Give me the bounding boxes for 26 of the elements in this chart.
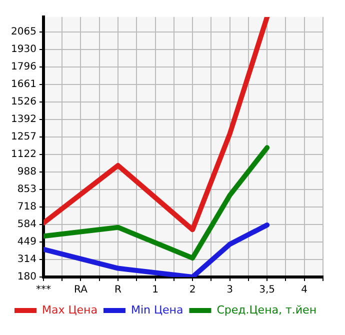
x-tick-label: RA — [74, 284, 88, 296]
y-tick-label: 1122 — [10, 149, 36, 160]
y-tick-label: 1930 — [10, 44, 36, 56]
y-tick-label: 853 — [17, 184, 36, 196]
legend-label: Сред.Цена, т.йен — [216, 303, 317, 316]
x-tick-label: 2 — [189, 284, 196, 296]
y-tick-label: 718 — [17, 202, 36, 213]
y-tick-label: 988 — [17, 166, 36, 178]
x-tick-label: 3 — [226, 284, 234, 296]
x-tick-label: 3,5 — [259, 284, 276, 296]
y-tick-label: 449 — [17, 236, 36, 248]
y-tick-label: 1661 — [10, 79, 36, 90]
y-tick-label: 1526 — [10, 96, 36, 108]
x-tick-label: R — [114, 284, 122, 296]
x-tick-label: 1 — [152, 284, 158, 296]
legend-label: Min Цена — [130, 303, 184, 316]
legend-label: Max Цена — [42, 303, 98, 316]
y-tick-label: 2065 — [10, 26, 36, 38]
y-tick-label: 180 — [17, 272, 36, 283]
y-tick-label: 1796 — [10, 62, 36, 73]
y-tick-label: 314 — [17, 254, 36, 266]
x-tick-label: *** — [36, 284, 51, 296]
y-tick-label: 584 — [17, 219, 36, 230]
y-tick-label: 1392 — [10, 114, 36, 126]
x-tick-label: 4 — [301, 284, 308, 296]
y-tick-label: 1257 — [10, 132, 36, 143]
